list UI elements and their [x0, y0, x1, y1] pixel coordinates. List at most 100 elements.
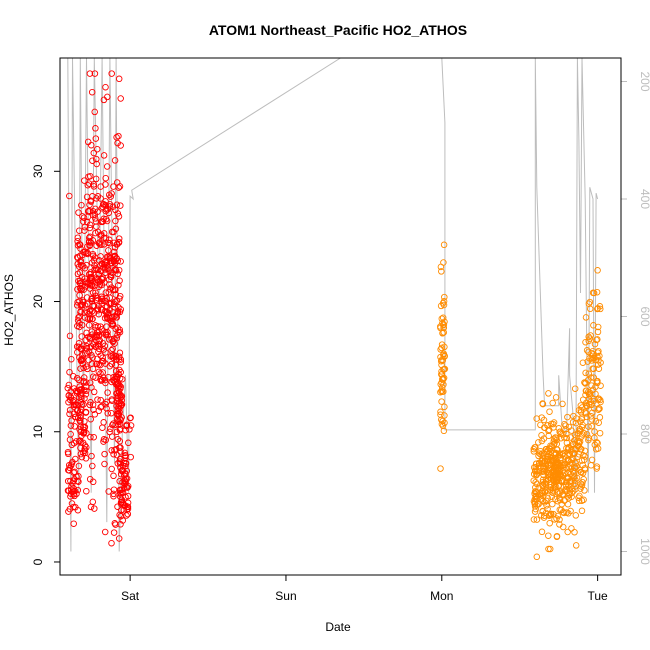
data-point: [93, 195, 100, 202]
data-point: [549, 500, 556, 508]
data-point: [99, 424, 106, 431]
y2-tick-label: 800: [638, 424, 650, 444]
data-point: [533, 553, 541, 561]
data-point: [101, 460, 108, 468]
data-point: [582, 379, 589, 387]
data-point: [113, 402, 120, 410]
data-point: [117, 417, 124, 424]
data-point: [563, 444, 570, 452]
data-point: [582, 314, 590, 321]
data-point: [108, 447, 115, 454]
data-point: [113, 415, 121, 423]
data-point: [89, 207, 97, 215]
data-point: [97, 396, 104, 404]
data-point: [585, 423, 592, 430]
data-point: [597, 305, 604, 313]
data-point: [104, 331, 111, 339]
data-point: [116, 277, 123, 284]
data-point: [77, 450, 85, 458]
data-point: [572, 512, 580, 519]
data-point: [92, 135, 100, 142]
data-point: [117, 470, 125, 478]
data-point: [93, 360, 101, 368]
data-point: [77, 307, 85, 315]
data-point: [107, 273, 115, 281]
data-point: [64, 448, 72, 456]
data-point: [121, 449, 129, 457]
data-point: [564, 413, 571, 421]
data-point: [588, 355, 595, 362]
data-point: [105, 247, 112, 254]
data-point: [96, 332, 103, 339]
data-point: [563, 509, 570, 516]
data-point: [583, 431, 591, 438]
data-point: [108, 70, 115, 77]
data-point: [544, 472, 552, 479]
data-point: [91, 282, 99, 289]
data-point: [88, 141, 95, 149]
data-point: [581, 456, 588, 464]
y-tick-label: 30: [31, 164, 45, 178]
data-point: [107, 425, 114, 433]
data-point: [115, 356, 123, 363]
data-point: [561, 461, 569, 469]
data-point: [85, 321, 93, 329]
data-point: [86, 233, 94, 240]
data-point: [84, 181, 92, 189]
data-point: [588, 401, 595, 409]
data-point: [77, 356, 85, 364]
data-point: [92, 289, 99, 296]
data-point: [588, 416, 596, 423]
data-point: [590, 397, 597, 405]
data-point: [108, 433, 116, 440]
data-point: [441, 293, 448, 301]
data-point: [74, 406, 82, 414]
data-point: [84, 280, 92, 288]
data-point: [586, 335, 594, 342]
data-point: [585, 333, 592, 341]
data-point: [440, 241, 448, 249]
data-point: [571, 437, 578, 444]
data-point: [574, 453, 581, 460]
data-point: [73, 438, 80, 445]
data-point: [117, 394, 124, 402]
data-point: [117, 513, 125, 520]
data-point: [82, 408, 90, 416]
data-point: [586, 355, 593, 362]
data-point: [530, 445, 538, 453]
data-point: [543, 468, 550, 476]
data-point: [441, 412, 448, 419]
y-tick-label: 0: [31, 558, 45, 565]
data-point: [530, 448, 538, 455]
data-point: [78, 389, 85, 397]
data-point: [108, 465, 115, 473]
data-point: [93, 266, 100, 273]
data-point: [532, 463, 540, 471]
data-point: [544, 487, 552, 495]
data-point: [89, 401, 97, 408]
data-point: [77, 345, 84, 352]
data-point: [438, 344, 445, 352]
data-point: [96, 281, 104, 288]
data-point: [572, 460, 580, 467]
data-point: [439, 417, 446, 425]
data-point: [595, 347, 602, 355]
data-point: [87, 415, 94, 423]
data-point: [116, 511, 123, 519]
data-point: [83, 444, 90, 451]
data-point: [108, 360, 116, 368]
data-point: [68, 355, 75, 363]
data-point: [542, 497, 550, 504]
data-point: [98, 297, 105, 305]
data-point: [111, 157, 119, 164]
data-point: [76, 292, 83, 299]
data-point: [66, 410, 73, 418]
data-point: [594, 323, 602, 331]
data-point: [582, 410, 590, 417]
data-point: [556, 516, 563, 523]
data-point: [74, 286, 81, 293]
data-point: [530, 470, 538, 478]
data-point: [438, 398, 445, 405]
data-point: [115, 266, 123, 274]
